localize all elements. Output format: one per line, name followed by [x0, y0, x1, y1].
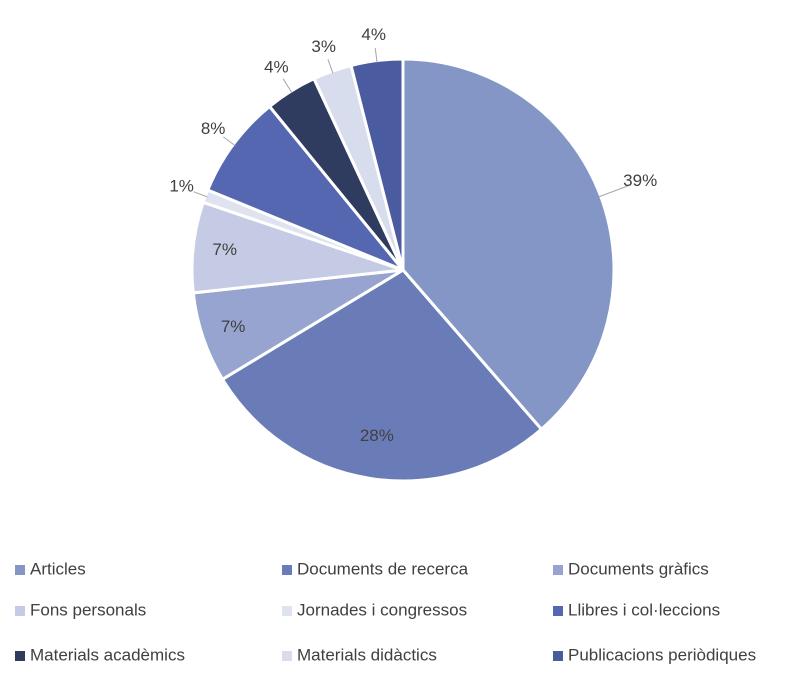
leader-line [374, 48, 378, 63]
legend-label: Documents gràfics [568, 559, 709, 578]
data-label: 8% [201, 119, 226, 138]
legend-swatch [553, 651, 563, 661]
data-label: 1% [169, 177, 194, 196]
legend-swatch [282, 651, 292, 661]
data-label: 3% [311, 37, 336, 56]
data-label: 4% [264, 57, 289, 76]
legend-swatch [15, 565, 25, 575]
leader-line [282, 78, 293, 94]
leader-line [222, 136, 236, 147]
legend-label: Articles [30, 559, 86, 578]
legend-label: Fons personals [30, 600, 146, 619]
legend-swatch [553, 606, 563, 616]
leader-line [327, 59, 334, 74]
legend-label: Documents de recerca [297, 559, 469, 578]
pie-slice [220, 268, 544, 483]
data-label: 7% [212, 240, 237, 259]
data-label: 28% [360, 426, 394, 445]
leader-line [193, 191, 208, 198]
legend-label: Llibres i col·leccions [568, 600, 720, 619]
legend-label: Materials acadèmics [30, 645, 185, 664]
legend-label: Materials didàctics [297, 645, 437, 664]
legend-swatch [15, 651, 25, 661]
legend-swatch [282, 606, 292, 616]
legend-swatch [553, 565, 563, 575]
legend-label: Publicacions periòdiques [568, 645, 756, 664]
legend-label: Jornades i congressos [297, 600, 467, 619]
data-label: 7% [221, 317, 246, 336]
data-label: 39% [623, 171, 657, 190]
leader-line [598, 185, 629, 198]
legend-swatch [282, 565, 292, 575]
legend-swatch [15, 606, 25, 616]
data-label: 4% [361, 25, 386, 44]
